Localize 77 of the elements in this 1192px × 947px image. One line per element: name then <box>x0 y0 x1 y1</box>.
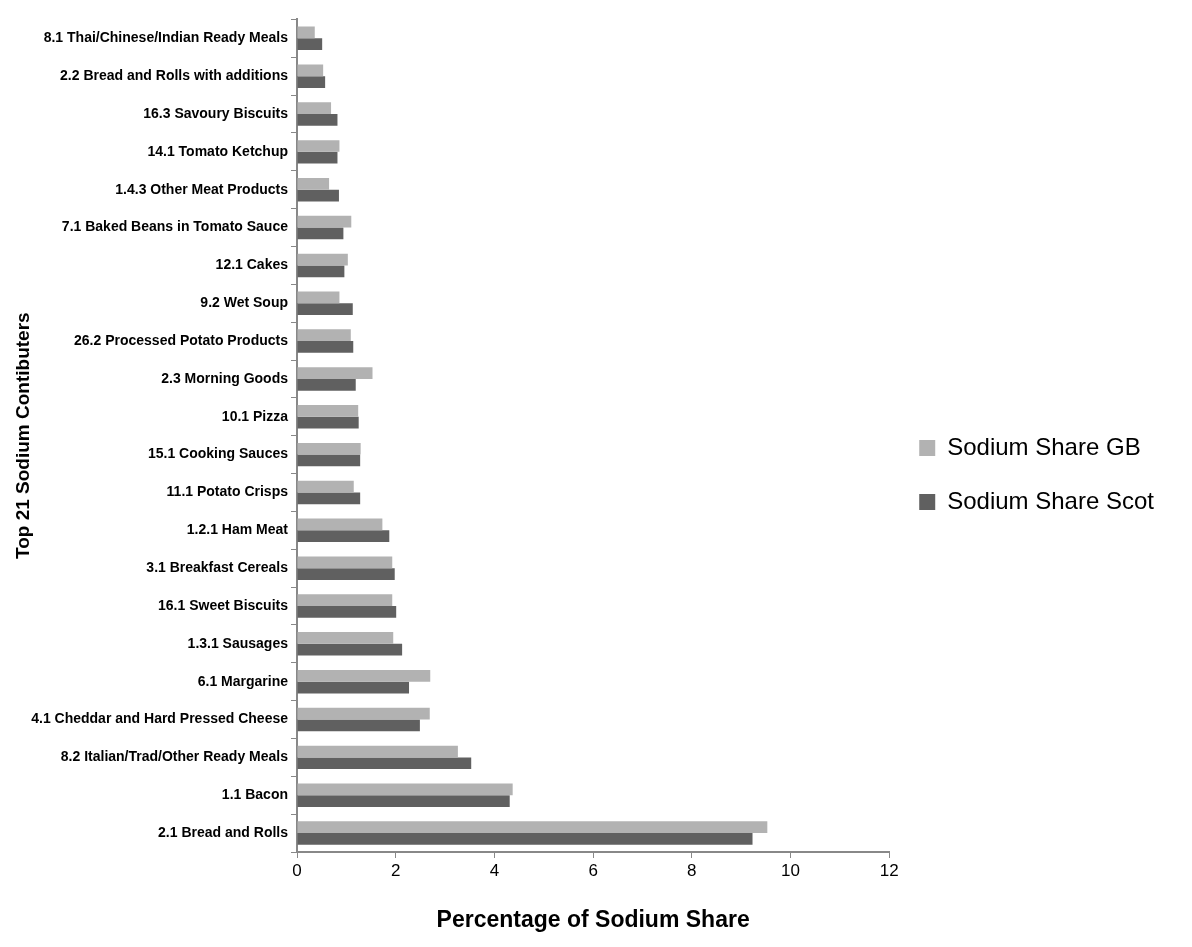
y-tick-label: 4.1 Cheddar and Hard Pressed Cheese <box>31 710 289 727</box>
y-tick-label: 1.2.1 Ham Meat <box>186 521 289 538</box>
y-tick-label: 1.3.1 Sausages <box>187 634 289 651</box>
bar <box>297 833 753 845</box>
bar <box>297 215 352 228</box>
bar <box>297 140 340 152</box>
bar <box>297 102 332 115</box>
bar <box>297 76 326 88</box>
bar <box>297 405 359 417</box>
bar <box>297 329 351 342</box>
y-axis-title: Top 21 Sodium Contibuters <box>11 312 33 560</box>
y-tick-label: 7.1 Baked Beans in Tomato Sauce <box>61 218 289 235</box>
y-tick-label: 16.3 Savoury Biscuits <box>143 104 289 121</box>
x-tick-label: 2 <box>390 860 401 880</box>
bar <box>297 303 353 315</box>
x-tick-label: 0 <box>292 860 302 880</box>
bar <box>297 64 324 77</box>
bar <box>297 189 339 202</box>
legend-label: Sodium Share Scot <box>947 486 1155 514</box>
y-tick-label: 14.1 Tomato Ketchup <box>147 142 288 159</box>
bar <box>297 367 373 379</box>
bar <box>297 253 348 266</box>
x-tick-label: 12 <box>879 860 899 880</box>
bar <box>297 643 403 656</box>
y-tick-label: 12.1 Cakes <box>215 256 289 273</box>
y-tick-label: 10.1 Pizza <box>221 407 289 424</box>
y-tick-label: 8.2 Italian/Trad/Other Ready Meals <box>60 748 289 765</box>
bar <box>297 606 397 618</box>
y-tick-label: 15.1 Cooking Sauces <box>147 445 289 462</box>
bar <box>297 442 361 455</box>
bar <box>297 38 323 51</box>
bar <box>297 26 315 39</box>
y-tick-label: 9.2 Wet Soup <box>200 294 288 311</box>
x-tick-label: 4 <box>489 860 500 880</box>
bar <box>297 341 354 353</box>
bar <box>297 632 394 644</box>
bar <box>297 454 361 467</box>
y-tick-label: 11.1 Potato Crisps <box>166 483 289 500</box>
bar <box>297 568 395 580</box>
bar <box>297 227 344 240</box>
y-tick-label: 16.1 Sweet Biscuits <box>158 596 289 613</box>
y-tick-label: 2.2 Bread and Rolls with additions <box>60 67 289 84</box>
bar <box>297 492 361 505</box>
bar <box>297 530 390 543</box>
x-tick-label: 6 <box>588 860 598 880</box>
bar <box>297 795 510 807</box>
bar <box>297 681 410 694</box>
bar <box>297 480 354 493</box>
y-tick-label: 3.1 Breakfast Cereals <box>146 559 289 576</box>
bar <box>297 821 768 834</box>
y-tick-label: 26.2 Processed Potato Products <box>74 331 289 348</box>
bar <box>297 177 330 190</box>
bar <box>297 783 513 796</box>
x-tick-label: 8 <box>687 860 697 880</box>
y-tick-label: 1.4.3 Other Meat Products <box>115 180 289 197</box>
bar <box>297 707 430 720</box>
bar <box>297 669 431 682</box>
bar <box>297 114 338 126</box>
bar <box>297 151 338 164</box>
bar <box>297 265 345 278</box>
y-tick-label: 6.1 Margarine <box>197 672 289 689</box>
bar <box>297 291 340 304</box>
x-tick-label: 10 <box>781 860 800 880</box>
y-tick-label: 2.1 Bread and Rolls <box>158 823 289 840</box>
bar <box>297 594 393 607</box>
x-axis-title: Percentage of Sodium Share <box>436 905 750 932</box>
y-tick-label: 8.1 Thai/Chinese/Indian Ready Meals <box>43 29 289 46</box>
legend-label: Sodium Share GB <box>947 432 1141 460</box>
y-tick-label: 1.1 Bacon <box>221 786 288 803</box>
bar <box>297 416 359 429</box>
bar <box>297 719 420 732</box>
y-tick-label: 2.3 Morning Goods <box>161 369 289 386</box>
bar <box>297 757 472 770</box>
bar <box>297 378 356 391</box>
bar <box>297 745 458 758</box>
bar <box>297 518 383 531</box>
bar <box>297 556 393 569</box>
